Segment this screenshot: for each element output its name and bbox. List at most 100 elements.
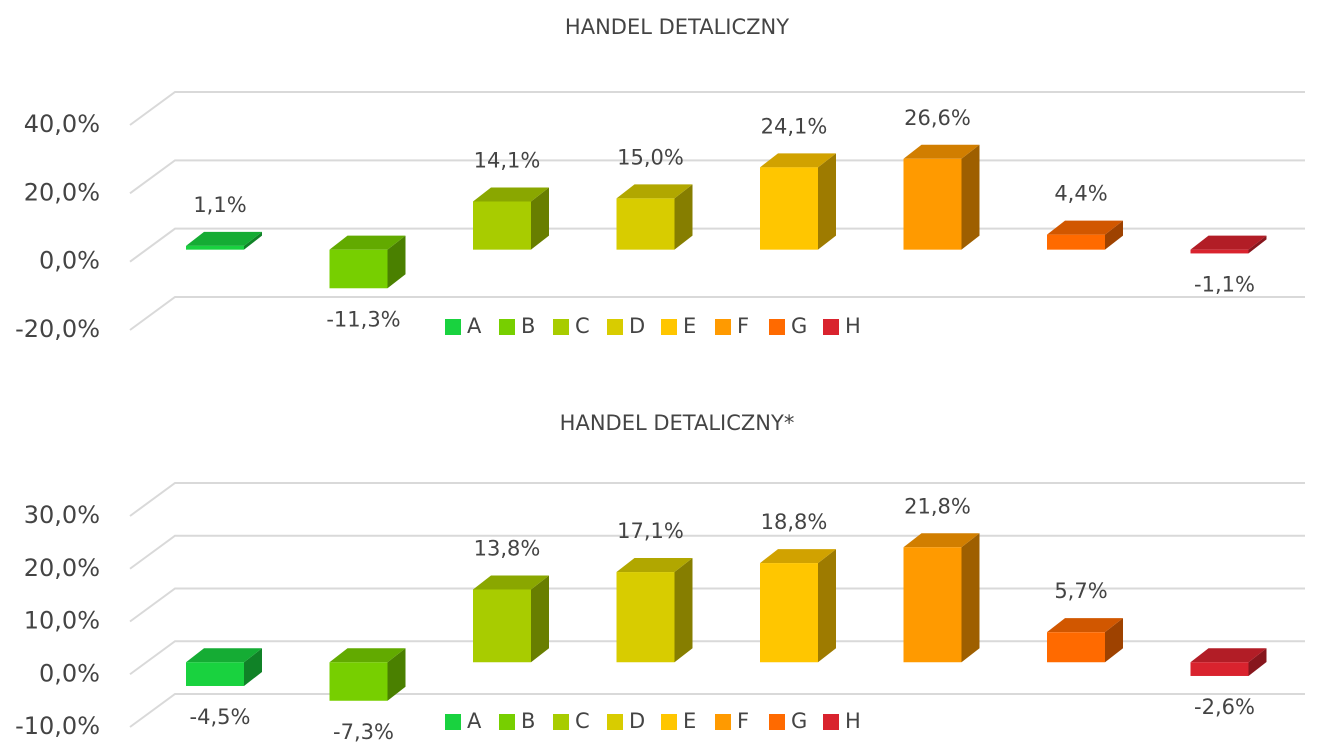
legend-swatch [715, 714, 731, 730]
bar-side [674, 184, 693, 250]
value-label: 14,1% [474, 148, 541, 172]
bar-top [760, 549, 836, 564]
bar-front [903, 158, 962, 250]
grid-line [129, 296, 1305, 331]
grid-line [129, 640, 1305, 676]
grid-line [129, 227, 1305, 263]
value-label: -1,1% [1194, 272, 1255, 296]
bar-front [903, 547, 962, 663]
legend-label: F [737, 314, 749, 338]
legend-swatch [553, 714, 569, 730]
value-label: 5,7% [1054, 579, 1107, 603]
grid-line [129, 693, 1305, 728]
bar-front [1190, 662, 1249, 676]
legend-swatch [823, 714, 839, 730]
legend-label: C [575, 314, 590, 338]
bar-top [473, 187, 549, 202]
bar-front [329, 662, 388, 701]
grid-line [129, 159, 1305, 195]
bar-top [186, 231, 262, 246]
value-label: -4,5% [190, 705, 251, 729]
legend-swatch [661, 319, 677, 335]
legend-label: G [791, 709, 807, 733]
legend-label: A [467, 709, 482, 733]
legend-swatch [553, 319, 569, 335]
legend-label: B [521, 314, 535, 338]
bar-side [818, 153, 836, 250]
bar-top [186, 648, 262, 663]
legend-label: H [845, 314, 861, 338]
bar [616, 558, 693, 663]
bar-top [329, 235, 406, 250]
legend-swatch [499, 714, 515, 730]
legend-label: E [683, 709, 696, 733]
bar [186, 231, 262, 250]
bar-front [1047, 632, 1105, 663]
bar [760, 549, 836, 663]
bar-top [616, 184, 693, 199]
bar-front [473, 589, 531, 663]
bar-side [961, 144, 980, 250]
bar-side [531, 575, 549, 663]
bar-side [244, 648, 262, 686]
bar-front [186, 245, 244, 250]
bar-front [616, 572, 675, 663]
bar-front [1190, 249, 1249, 254]
bar-side [387, 648, 406, 701]
legend-label: E [683, 314, 696, 338]
value-label: 13,8% [474, 536, 541, 560]
bar-side [1248, 648, 1267, 676]
bar [616, 184, 693, 250]
y-tick-label: 20,0% [24, 554, 100, 582]
legend-swatch [607, 714, 623, 730]
legend-swatch [769, 319, 785, 335]
bar [329, 648, 406, 701]
legend-swatch [769, 714, 785, 730]
bar-side [818, 549, 836, 663]
value-label: -7,3% [333, 720, 394, 744]
y-tick-label: 40,0% [24, 110, 100, 138]
bar [186, 648, 262, 686]
y-tick-label: 20,0% [24, 178, 100, 206]
bar [473, 187, 549, 250]
bar-top [616, 558, 693, 573]
chart-title: HANDEL DETALICZNY* [560, 411, 795, 435]
y-tick-label: 0,0% [39, 659, 100, 687]
y-tick-label: 0,0% [39, 247, 100, 275]
legend-label: F [737, 709, 749, 733]
legend-label: A [467, 314, 482, 338]
y-tick-label: 10,0% [24, 607, 100, 635]
legend-label: D [629, 314, 645, 338]
bar-side [1105, 220, 1123, 250]
legend-label: H [845, 709, 861, 733]
value-label: -2,6% [1194, 695, 1255, 719]
legend-swatch [823, 319, 839, 335]
grid-line [129, 587, 1305, 623]
value-label: 18,8% [761, 510, 828, 534]
bar-top [903, 533, 980, 548]
value-label: 17,1% [617, 519, 684, 543]
value-label: 26,6% [904, 106, 971, 130]
legend-label: D [629, 709, 645, 733]
bar-front [186, 662, 244, 686]
bar-side [1105, 618, 1123, 663]
bar [1190, 648, 1267, 676]
bar-top [473, 575, 549, 590]
value-label: 1,1% [193, 193, 246, 217]
bar [329, 235, 406, 289]
bar-front [329, 249, 388, 289]
value-label: 15,0% [617, 145, 684, 169]
grid-line [129, 482, 1305, 517]
bar [473, 575, 549, 663]
bar-top [1047, 618, 1123, 633]
bar-front [760, 167, 818, 250]
bar-front [760, 563, 818, 663]
bar [903, 533, 980, 663]
legend-swatch [445, 319, 461, 335]
legend-label: C [575, 709, 590, 733]
bar-top [1047, 220, 1123, 235]
legend-swatch [715, 319, 731, 335]
bar-top [760, 153, 836, 168]
bar-top [329, 648, 406, 663]
